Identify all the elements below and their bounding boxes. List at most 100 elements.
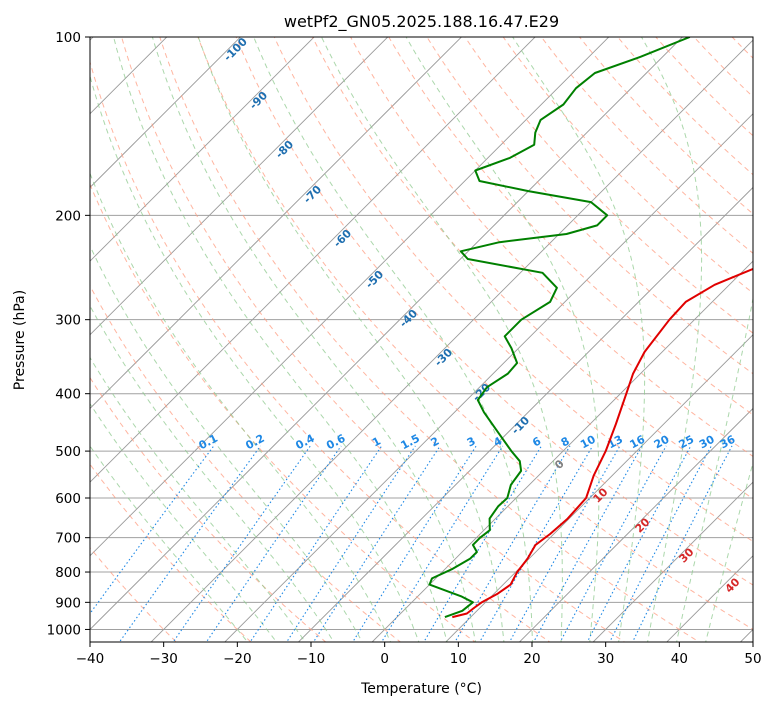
mixing-ratio-line: [352, 445, 477, 642]
isotherm-line: [90, 37, 315, 262]
dry-adiabat-line: [578, 37, 753, 215]
plot-frame: [89, 36, 754, 643]
moist-adiabat-line: [90, 304, 335, 642]
mixing-ratio-line: [205, 445, 342, 642]
mixing-ratio-label: 20: [652, 433, 672, 452]
isotherm-line: [90, 37, 610, 557]
isotherm-line: [445, 334, 753, 642]
x-tick-label: 0: [380, 651, 389, 667]
temperature-profile: [452, 267, 753, 619]
y-tick-label: 1000: [47, 622, 81, 638]
y-tick-label: 900: [55, 595, 81, 611]
mixing-ratio-label: 8: [559, 434, 572, 449]
y-tick-label: 200: [55, 208, 81, 224]
mixing-ratio-label: 16: [628, 433, 648, 452]
dry-adiabat-line: [693, 37, 753, 98]
y-axis-ticks: 1000 900 800 700 600 500 400 300 200 100: [47, 30, 90, 638]
mixing-ratio-line: [423, 445, 542, 642]
moist-adiabat-line: [640, 37, 703, 642]
mixing-ratio-line: [454, 445, 571, 642]
isotherm-line: [224, 113, 753, 642]
dry-adiabat-line: [90, 183, 476, 642]
x-tick-label: 30: [597, 651, 614, 667]
moist-adiabat-line: [90, 356, 306, 642]
dry-adiabat-label: -70: [301, 183, 324, 206]
dry-adiabat-label: -10: [509, 414, 532, 437]
isotherm-line: [90, 37, 389, 336]
dry-adiabat-label: -40: [397, 307, 420, 330]
dry-adiabat-line: [159, 37, 701, 642]
moist-adiabat-line: [151, 37, 477, 642]
mixing-ratio-label: 30: [697, 433, 717, 452]
x-tick-label: −30: [149, 651, 178, 667]
dry-adiabat-label: -80: [273, 138, 296, 161]
moist-adiabat-line: [705, 461, 753, 642]
mixing-ratio-line: [286, 445, 416, 642]
moist-adiabat-line: [405, 37, 600, 642]
dry-adiabat-line: [426, 37, 753, 375]
mixing-ratio-line: [631, 445, 733, 642]
mixing-ratio-line: [609, 445, 712, 642]
dry-adiabat-label: -90: [247, 89, 270, 112]
mixing-ratio-line: [249, 445, 383, 642]
moist-adiabat-label: 30: [677, 545, 697, 565]
y-axis-label: Pressure (hPa): [12, 290, 28, 390]
isotherm-line: [90, 37, 242, 189]
dry-adiabat-label: -50: [363, 268, 386, 291]
dry-adiabat-line: [90, 284, 402, 642]
mixing-ratio-line: [90, 445, 215, 615]
isotherm-line: [297, 186, 753, 642]
dry-adiabat-line: [90, 376, 327, 642]
mixing-ratio-label: 10: [578, 433, 598, 452]
dewpoint-profile: [428, 37, 691, 619]
x-tick-label: −40: [76, 651, 105, 667]
moist-adiabat-line: [90, 172, 392, 642]
mixing-ratio-line: [172, 445, 311, 642]
y-tick-label: 600: [55, 491, 81, 507]
moist-adiabat-label: 40: [723, 575, 743, 595]
y-tick-label: 100: [55, 30, 81, 46]
mixing-ratio-line: [380, 445, 504, 642]
dry-adiabat-line: [540, 37, 753, 254]
dry-adiabat-line: [757, 24, 775, 654]
isotherm-line: [739, 628, 753, 642]
dry-adiabat-label: -30: [432, 346, 455, 369]
isotherm-line: [90, 37, 463, 410]
dry-adiabat-line: [273, 37, 753, 543]
dry-adiabat-line: [731, 37, 753, 59]
isotherm-line: [371, 260, 753, 642]
mixing-ratio-label: 0.4: [293, 432, 317, 453]
dry-adiabat-label: -60: [331, 227, 354, 250]
isotherm-line: [150, 39, 753, 642]
mixing-ratio-label: 25: [677, 433, 697, 452]
x-tick-label: 40: [671, 651, 688, 667]
isotherm-line: [518, 407, 753, 642]
dry-adiabat-line: [197, 37, 753, 630]
mixing-ratio-line: [508, 445, 621, 642]
dry-adiabat-line: [235, 37, 753, 586]
dry-adiabat-line: [90, 60, 551, 642]
x-tick-label: 50: [744, 651, 761, 667]
moist-adiabat-line: [320, 37, 563, 642]
moist-adiabat-line: [512, 37, 646, 642]
dry-adiabat-line: [311, 37, 753, 500]
y-tick-label: 700: [55, 531, 81, 547]
x-tick-label: 10: [450, 651, 467, 667]
dry-adiabat-line: [655, 37, 753, 137]
x-tick-label: −10: [297, 651, 326, 667]
moist-adiabat-line: [197, 37, 505, 642]
mixing-ratio-line: [559, 445, 667, 642]
mixing-ratio-line: [118, 445, 261, 642]
x-axis-label: Temperature (°C): [360, 681, 482, 697]
moist-adiabat-line: [90, 74, 420, 642]
dry-adiabat-line: [121, 37, 626, 642]
mixing-ratio-label: 0.2: [243, 432, 266, 453]
y-tick-label: 400: [55, 387, 81, 403]
x-axis-ticks: −40 −30 −20 −10 0 10 20 30 40 50: [76, 642, 762, 667]
dry-adiabat-line: [464, 37, 753, 334]
dry-adiabat-line: [350, 37, 753, 458]
dry-adiabat-line: [90, 463, 252, 642]
dry-adiabat-line: [502, 37, 753, 294]
moist-adiabat-label: 10: [591, 485, 611, 505]
